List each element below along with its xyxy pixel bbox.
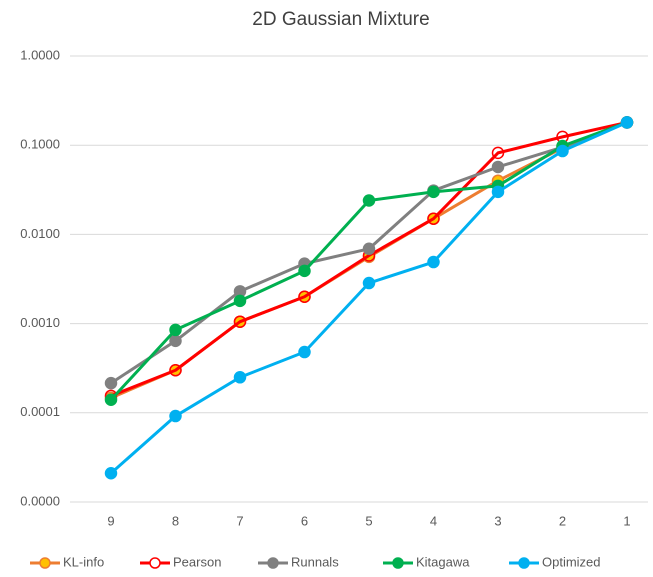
y-tick-label: 1.0000 [20,47,60,62]
data-point [427,212,440,225]
data-point [491,185,505,199]
legend-marker [267,557,279,569]
data-point [362,242,376,256]
x-tick-label: 6 [301,513,308,528]
y-tick-label: 0.0010 [20,315,60,330]
series-line [110,121,628,475]
data-point [298,345,311,359]
data-point [556,144,569,158]
legend-marker [149,557,161,569]
data-point [169,334,182,348]
y-tick-label: 0.0001 [20,404,60,419]
data-point [104,376,118,390]
series-line [110,120,628,398]
data-point [104,393,118,407]
x-tick-label: 3 [494,513,501,528]
legend-label: Kitagawa [416,554,470,569]
data-point [233,315,247,328]
y-tick-label: 0.0100 [20,226,60,241]
data-point [298,290,311,303]
x-tick-label: 1 [623,513,630,528]
y-tick-label: 0.0000 [20,493,60,508]
data-point [491,146,505,160]
legend-marker [518,557,530,569]
legend-marker [392,557,404,569]
data-point [169,363,182,377]
x-tick-label: 5 [365,513,372,528]
x-tick-label: 7 [236,513,243,528]
legend-label: Pearson [173,554,221,569]
y-tick-label: 0.1000 [20,137,60,152]
data-point [427,255,440,269]
data-point [362,276,376,290]
data-point [620,116,634,129]
data-point [233,294,247,308]
data-point [104,467,118,480]
x-tick-label: 2 [559,513,566,528]
data-point [491,160,505,174]
legend-label: Runnals [291,554,339,569]
data-point [427,185,440,199]
x-tick-label: 8 [172,513,179,528]
data-point [169,409,182,423]
chart-title: 2D Gaussian Mixture [252,9,429,30]
x-tick-label: 9 [107,513,114,528]
x-tick-label: 4 [430,513,437,528]
data-point [169,323,182,337]
legend-label: KL-info [63,554,104,569]
data-point [298,264,311,278]
legend-marker [39,557,51,569]
data-point [362,194,376,207]
legend-label: Optimized [542,554,601,569]
data-point [233,371,247,384]
